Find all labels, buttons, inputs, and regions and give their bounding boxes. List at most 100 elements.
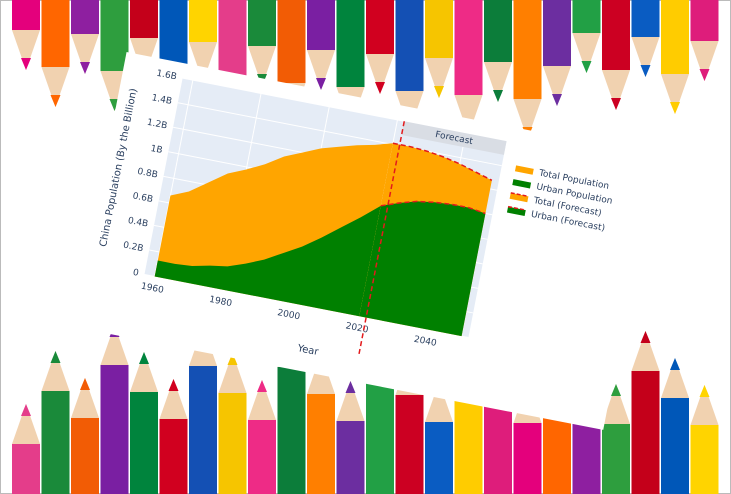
pencil-body <box>100 0 129 71</box>
forecast-line <box>380 200 486 215</box>
pencil-body <box>484 0 512 62</box>
legend-swatch <box>509 192 529 203</box>
pencil-body <box>336 0 365 87</box>
pencil-wood <box>631 37 660 77</box>
pencil-body <box>631 371 660 494</box>
pencil-body <box>454 0 483 95</box>
pencil-body <box>513 0 542 99</box>
pencil-wood <box>159 379 188 419</box>
y-tick-label: 1B <box>150 144 164 156</box>
pencil-body <box>661 0 689 74</box>
pencil-wood <box>602 384 630 424</box>
pencil-wood <box>41 67 70 107</box>
pencil-wood <box>690 385 719 425</box>
pencil-body <box>336 421 365 494</box>
pencil-wood <box>631 331 660 371</box>
forecast-band <box>401 121 507 155</box>
pencil-wood <box>513 99 542 139</box>
pencil-wood <box>690 41 719 81</box>
pencil-body <box>425 422 453 494</box>
pencil-wood <box>12 30 40 70</box>
pencil-tip <box>316 78 326 90</box>
x-tick-label: 2000 <box>276 308 301 322</box>
forecast-line <box>392 142 493 181</box>
forecast-divider <box>357 121 405 357</box>
pencil-body <box>513 423 542 494</box>
pencil-body <box>71 0 99 34</box>
pencil-body <box>572 0 601 33</box>
pencil-tip <box>611 98 621 110</box>
pencil-body <box>277 367 306 494</box>
pencil-tip <box>640 65 651 77</box>
pencil-body <box>159 419 188 494</box>
pencil-wood <box>366 54 394 94</box>
legend-swatch <box>512 179 532 189</box>
pencil-wood <box>248 46 276 86</box>
pencil-body <box>277 0 306 83</box>
pencil-body <box>189 0 217 42</box>
legend-dash <box>507 205 526 211</box>
pencil-body <box>631 0 660 37</box>
pencil-tip <box>21 58 31 70</box>
pencil-tip <box>21 404 31 416</box>
pencil-tip <box>434 86 444 98</box>
pencil-tip <box>493 90 503 102</box>
pencil-body <box>41 0 70 67</box>
pencil-body <box>395 0 424 91</box>
pencil-wood <box>661 358 689 398</box>
pencil-body <box>690 0 719 41</box>
pencil-tip <box>168 379 179 391</box>
y-tick-label: 1.4B <box>151 93 173 107</box>
pencil-wood <box>602 70 630 110</box>
pencil-wood <box>336 381 365 421</box>
pencil-wood <box>12 404 40 444</box>
area <box>359 201 486 337</box>
pencil-tip <box>611 384 621 396</box>
pencil-tip <box>699 69 710 81</box>
pencil-wood <box>454 95 483 135</box>
pencil-tip <box>552 94 562 106</box>
pencil-wood <box>543 66 571 106</box>
pencil-wood <box>100 325 129 365</box>
pencil-tip <box>227 353 238 365</box>
y-tick-label: 1.6B <box>156 69 178 83</box>
pencil-tip <box>670 358 680 370</box>
pencil-wood <box>71 34 99 74</box>
pencil-body <box>395 395 424 494</box>
pencil-body <box>218 0 247 79</box>
pencil-body <box>100 365 129 494</box>
pencil-body <box>661 398 689 494</box>
pencil-body <box>484 396 512 494</box>
pencil-wood <box>307 50 335 90</box>
pencil-body <box>690 425 719 494</box>
pencil-tip <box>50 351 61 363</box>
x-tick-label: 2020 <box>345 321 370 335</box>
pencil-tip <box>581 61 592 73</box>
pencil-body <box>12 0 40 30</box>
x-tick-label: 2040 <box>413 335 438 349</box>
y-tick-label: 1.2B <box>146 118 168 132</box>
legend-swatch <box>514 165 534 175</box>
pencil-tip <box>640 331 651 343</box>
pencil-tip <box>80 378 90 390</box>
pencil-wood <box>661 74 689 114</box>
y-tick-label: 0.2B <box>122 240 144 254</box>
pencil-wood <box>41 351 70 391</box>
pencil-tip <box>139 352 149 364</box>
y-tick-label: 0.4B <box>127 216 149 230</box>
x-tick-label: 1980 <box>208 295 233 309</box>
grid-line <box>177 102 502 167</box>
legend-swatch <box>506 206 526 216</box>
pencil-wood <box>248 380 276 420</box>
pencil-body <box>425 0 453 58</box>
y-tick-label: 0.8B <box>136 167 158 181</box>
pencil-body <box>366 368 394 494</box>
pencil-body <box>602 424 630 494</box>
pencil-wood <box>425 58 453 98</box>
pencil-tip <box>257 380 267 392</box>
x-tick-label: 1960 <box>140 282 165 296</box>
pencil-wood <box>484 62 512 102</box>
area <box>154 205 381 317</box>
